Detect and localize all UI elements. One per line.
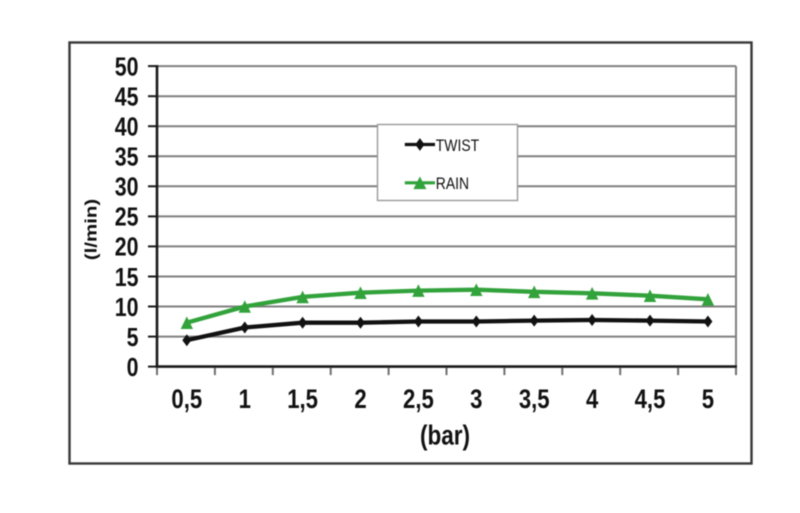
svg-text:1,5: 1,5	[287, 385, 318, 415]
svg-text:25: 25	[115, 203, 139, 233]
svg-text:0,5: 0,5	[171, 385, 202, 415]
svg-text:35: 35	[115, 143, 139, 173]
svg-text:(bar): (bar)	[420, 420, 470, 451]
svg-text:20: 20	[115, 233, 139, 263]
svg-text:45: 45	[115, 83, 139, 113]
svg-text:4: 4	[586, 385, 599, 415]
svg-text:30: 30	[115, 173, 139, 203]
svg-text:10: 10	[115, 293, 139, 323]
svg-text:5: 5	[702, 385, 715, 415]
svg-text:3,5: 3,5	[519, 385, 550, 415]
svg-text:2,5: 2,5	[403, 385, 434, 415]
svg-text:RAIN: RAIN	[436, 175, 469, 194]
svg-text:3: 3	[470, 385, 482, 415]
svg-text:TWIST: TWIST	[436, 137, 480, 156]
svg-text:40: 40	[115, 113, 139, 143]
svg-text:5: 5	[127, 323, 139, 353]
svg-text:50: 50	[115, 52, 139, 82]
svg-text:0: 0	[127, 353, 139, 383]
svg-text:(l/min): (l/min)	[81, 199, 100, 260]
svg-text:4,5: 4,5	[635, 385, 666, 415]
svg-text:2: 2	[354, 385, 366, 415]
svg-text:15: 15	[115, 263, 139, 293]
svg-text:1: 1	[239, 385, 252, 415]
